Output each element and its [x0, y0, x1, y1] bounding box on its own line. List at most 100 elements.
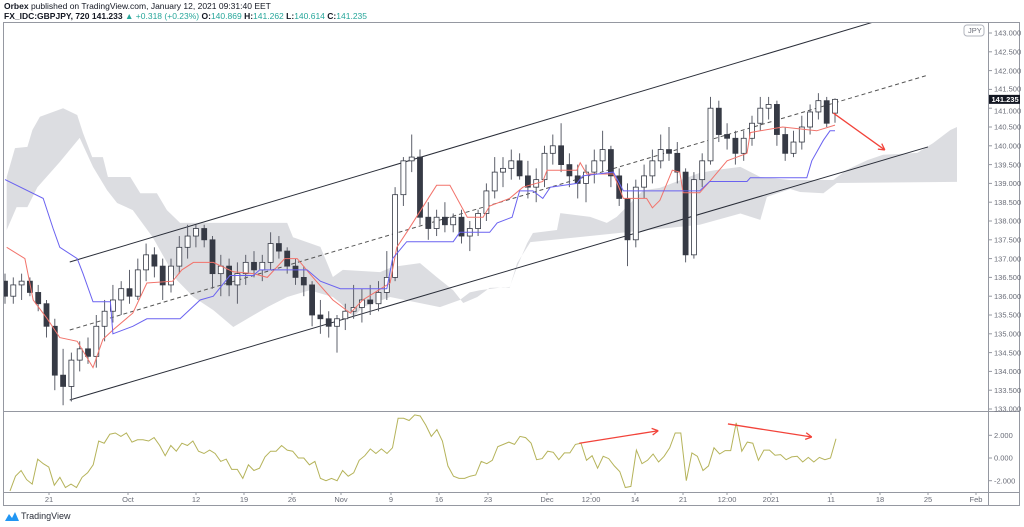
candle	[375, 281, 382, 312]
candle	[574, 164, 581, 199]
divergence-arrow-up-head	[652, 430, 659, 436]
candle-body-down	[367, 299, 374, 305]
time-tick-label: 9	[389, 495, 393, 504]
oscillator-tick-label: 2.000	[994, 431, 1013, 440]
candle-body-up	[815, 100, 822, 113]
candle	[201, 224, 208, 248]
time-tick-label: 12:00	[718, 495, 737, 504]
channel-lower-line[interactable]	[69, 146, 929, 401]
price-tick-label: 142.000	[994, 66, 1021, 75]
divergence-arrow-down[interactable]	[727, 423, 813, 440]
candle	[4, 273, 8, 304]
candle-body-down	[325, 318, 332, 327]
candle	[798, 115, 805, 150]
time-tick-label: 12:00	[582, 495, 601, 504]
candle-body-up	[433, 216, 440, 229]
candle-body-up	[641, 175, 647, 188]
candle-body-down	[417, 156, 423, 218]
candle	[666, 127, 672, 161]
candle	[93, 315, 100, 368]
candle	[118, 281, 125, 315]
candle-body-down	[425, 216, 432, 229]
divergence-arrow-down-head	[804, 436, 812, 440]
candle-body-up	[134, 269, 141, 297]
symbol-name[interactable]: FX_IDC:GBPJPY, 720	[4, 11, 90, 21]
price-tick-label: 133.500	[994, 386, 1021, 395]
candle	[774, 100, 780, 146]
logo-text: TradingView	[21, 511, 71, 521]
candle-body-down	[275, 243, 282, 252]
candle-body-down	[715, 107, 722, 135]
time-tick-label: Feb	[970, 495, 983, 504]
candle	[101, 299, 108, 342]
candle-body-up	[500, 167, 506, 173]
price-pane[interactable]	[3, 22, 958, 406]
candle-body-up	[400, 160, 407, 196]
time-tick-label: Dec	[540, 495, 554, 504]
published-text: published on TradingView.com, January 12…	[30, 1, 271, 11]
price-tick-label: 137.500	[994, 236, 1021, 245]
candle	[18, 273, 25, 300]
candle-body-up	[259, 261, 266, 271]
price-tick-label: 142.500	[994, 48, 1021, 57]
candle	[275, 236, 282, 259]
candle-body-up	[541, 152, 548, 181]
candle-body-down	[682, 171, 689, 256]
publisher-name[interactable]: Orbex	[4, 1, 29, 11]
divergence-arrow-down-shaft	[727, 423, 812, 438]
currency-badge[interactable]: JPY	[963, 24, 985, 37]
candle-body-down	[774, 104, 780, 135]
candle	[466, 221, 473, 252]
candle-body-down	[51, 325, 58, 376]
oscillator-pane[interactable]	[9, 414, 837, 492]
high-value: 141.262	[253, 11, 284, 21]
candle	[682, 168, 689, 263]
time-tick-label: 11	[827, 495, 835, 504]
price-tick-label: 139.000	[994, 179, 1021, 188]
candle-body-up	[450, 216, 457, 226]
candle	[151, 247, 158, 278]
channel-upper-line[interactable]	[69, 22, 873, 263]
candle-body-down	[292, 265, 299, 278]
tenkan-line	[6, 124, 836, 369]
divergence-arrow-up[interactable]	[579, 427, 659, 444]
open-value: 140.869	[210, 11, 242, 21]
price-tick-label: 134.500	[994, 348, 1021, 357]
time-tick-label: 21	[679, 495, 687, 504]
candle	[832, 98, 838, 123]
candle	[483, 183, 490, 221]
tradingview-logo[interactable]: TradingView	[5, 511, 71, 521]
candle-body-up	[765, 104, 772, 109]
candle	[342, 303, 349, 331]
candle-body-down	[201, 228, 208, 241]
candle-body-down	[85, 348, 91, 357]
oscillator-tick-label: 0.000	[994, 454, 1013, 463]
time-tick-label: 18	[876, 495, 884, 504]
candle	[641, 164, 647, 199]
kijun-line	[4, 130, 835, 335]
time-tick-label: 12	[192, 495, 200, 504]
candle	[192, 224, 199, 248]
trend-arrow[interactable]	[832, 112, 886, 151]
candle-body-down	[782, 134, 789, 154]
candle	[458, 209, 465, 244]
candle	[624, 183, 631, 267]
candle-body-up	[176, 246, 183, 267]
price-tick-label: 133.000	[994, 405, 1021, 414]
candle-body-up	[757, 107, 764, 124]
candle	[500, 157, 506, 188]
candle	[525, 160, 531, 199]
candle	[516, 153, 523, 180]
candle-body-up	[76, 348, 83, 361]
price-change: +0.318 (+0.23%)	[135, 11, 200, 21]
candle-body-up	[93, 325, 100, 357]
price-tick-label: 140.000	[994, 142, 1021, 151]
price-tick-label: 141.500	[994, 84, 1021, 93]
candle-body-up	[475, 213, 482, 229]
close-label: C:	[327, 11, 337, 21]
price-tick-label: 137.000	[994, 254, 1021, 263]
time-tick-label: Oct	[122, 495, 135, 504]
candle-body-down	[60, 374, 66, 387]
candle	[325, 311, 332, 338]
